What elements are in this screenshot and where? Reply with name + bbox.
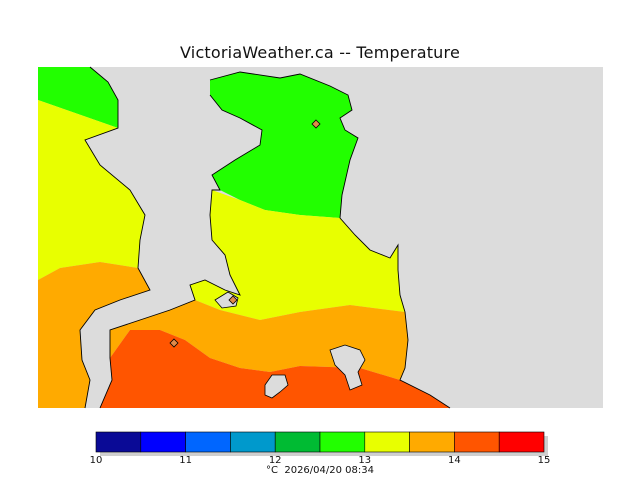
coastline-edges: [79, 66, 451, 409]
station-markers: [169, 119, 321, 348]
contour-band-14-145-east: [100, 330, 450, 408]
colorbar-segment: [454, 431, 500, 453]
colorbar-segment: [274, 431, 321, 453]
coastline: [214, 291, 366, 399]
colorbar-tick-label: 13: [358, 455, 372, 466]
colorbar-tick-label: 11: [179, 455, 192, 466]
colorbar-segment: [498, 431, 545, 453]
colorbar-segment: [319, 431, 366, 453]
colorbar-tick-label: 10: [89, 455, 103, 466]
unit-label: °C: [266, 465, 278, 476]
colorbar-tick-label: 15: [537, 455, 551, 466]
colorbar-segment: [95, 431, 142, 453]
station-marker[interactable]: [169, 338, 179, 348]
island-shape: [264, 374, 289, 399]
colorbar-segment: [230, 431, 276, 453]
timestamp-label: 2026/04/20 08:34: [284, 465, 374, 476]
contour-band-12-13-east: [210, 72, 358, 218]
contour-band-13-135-east: [190, 190, 405, 320]
contour-band-12-13-west: [38, 67, 118, 128]
colorbar-tick-label: 14: [448, 455, 461, 466]
map-title: VictoriaWeather.ca -- Temperature: [180, 43, 460, 62]
colorbar-tick-label: 12: [268, 455, 282, 466]
island-shape: [214, 291, 239, 309]
station-marker[interactable]: [228, 295, 238, 305]
island-shape: [329, 344, 366, 391]
colorbar-segment: [364, 431, 410, 453]
colorbar-segment: [185, 431, 231, 453]
colorbar: [95, 431, 548, 456]
colorbar-segment: [140, 431, 186, 453]
colorbar-footer: °C 2026/04/20 08:34: [0, 465, 640, 476]
station-marker[interactable]: [311, 119, 321, 129]
contour-band-13-135-west: [38, 100, 145, 280]
contour-band-135-14-west: [38, 262, 150, 408]
colorbar-segment: [409, 431, 455, 453]
west-water-region: [38, 67, 150, 408]
